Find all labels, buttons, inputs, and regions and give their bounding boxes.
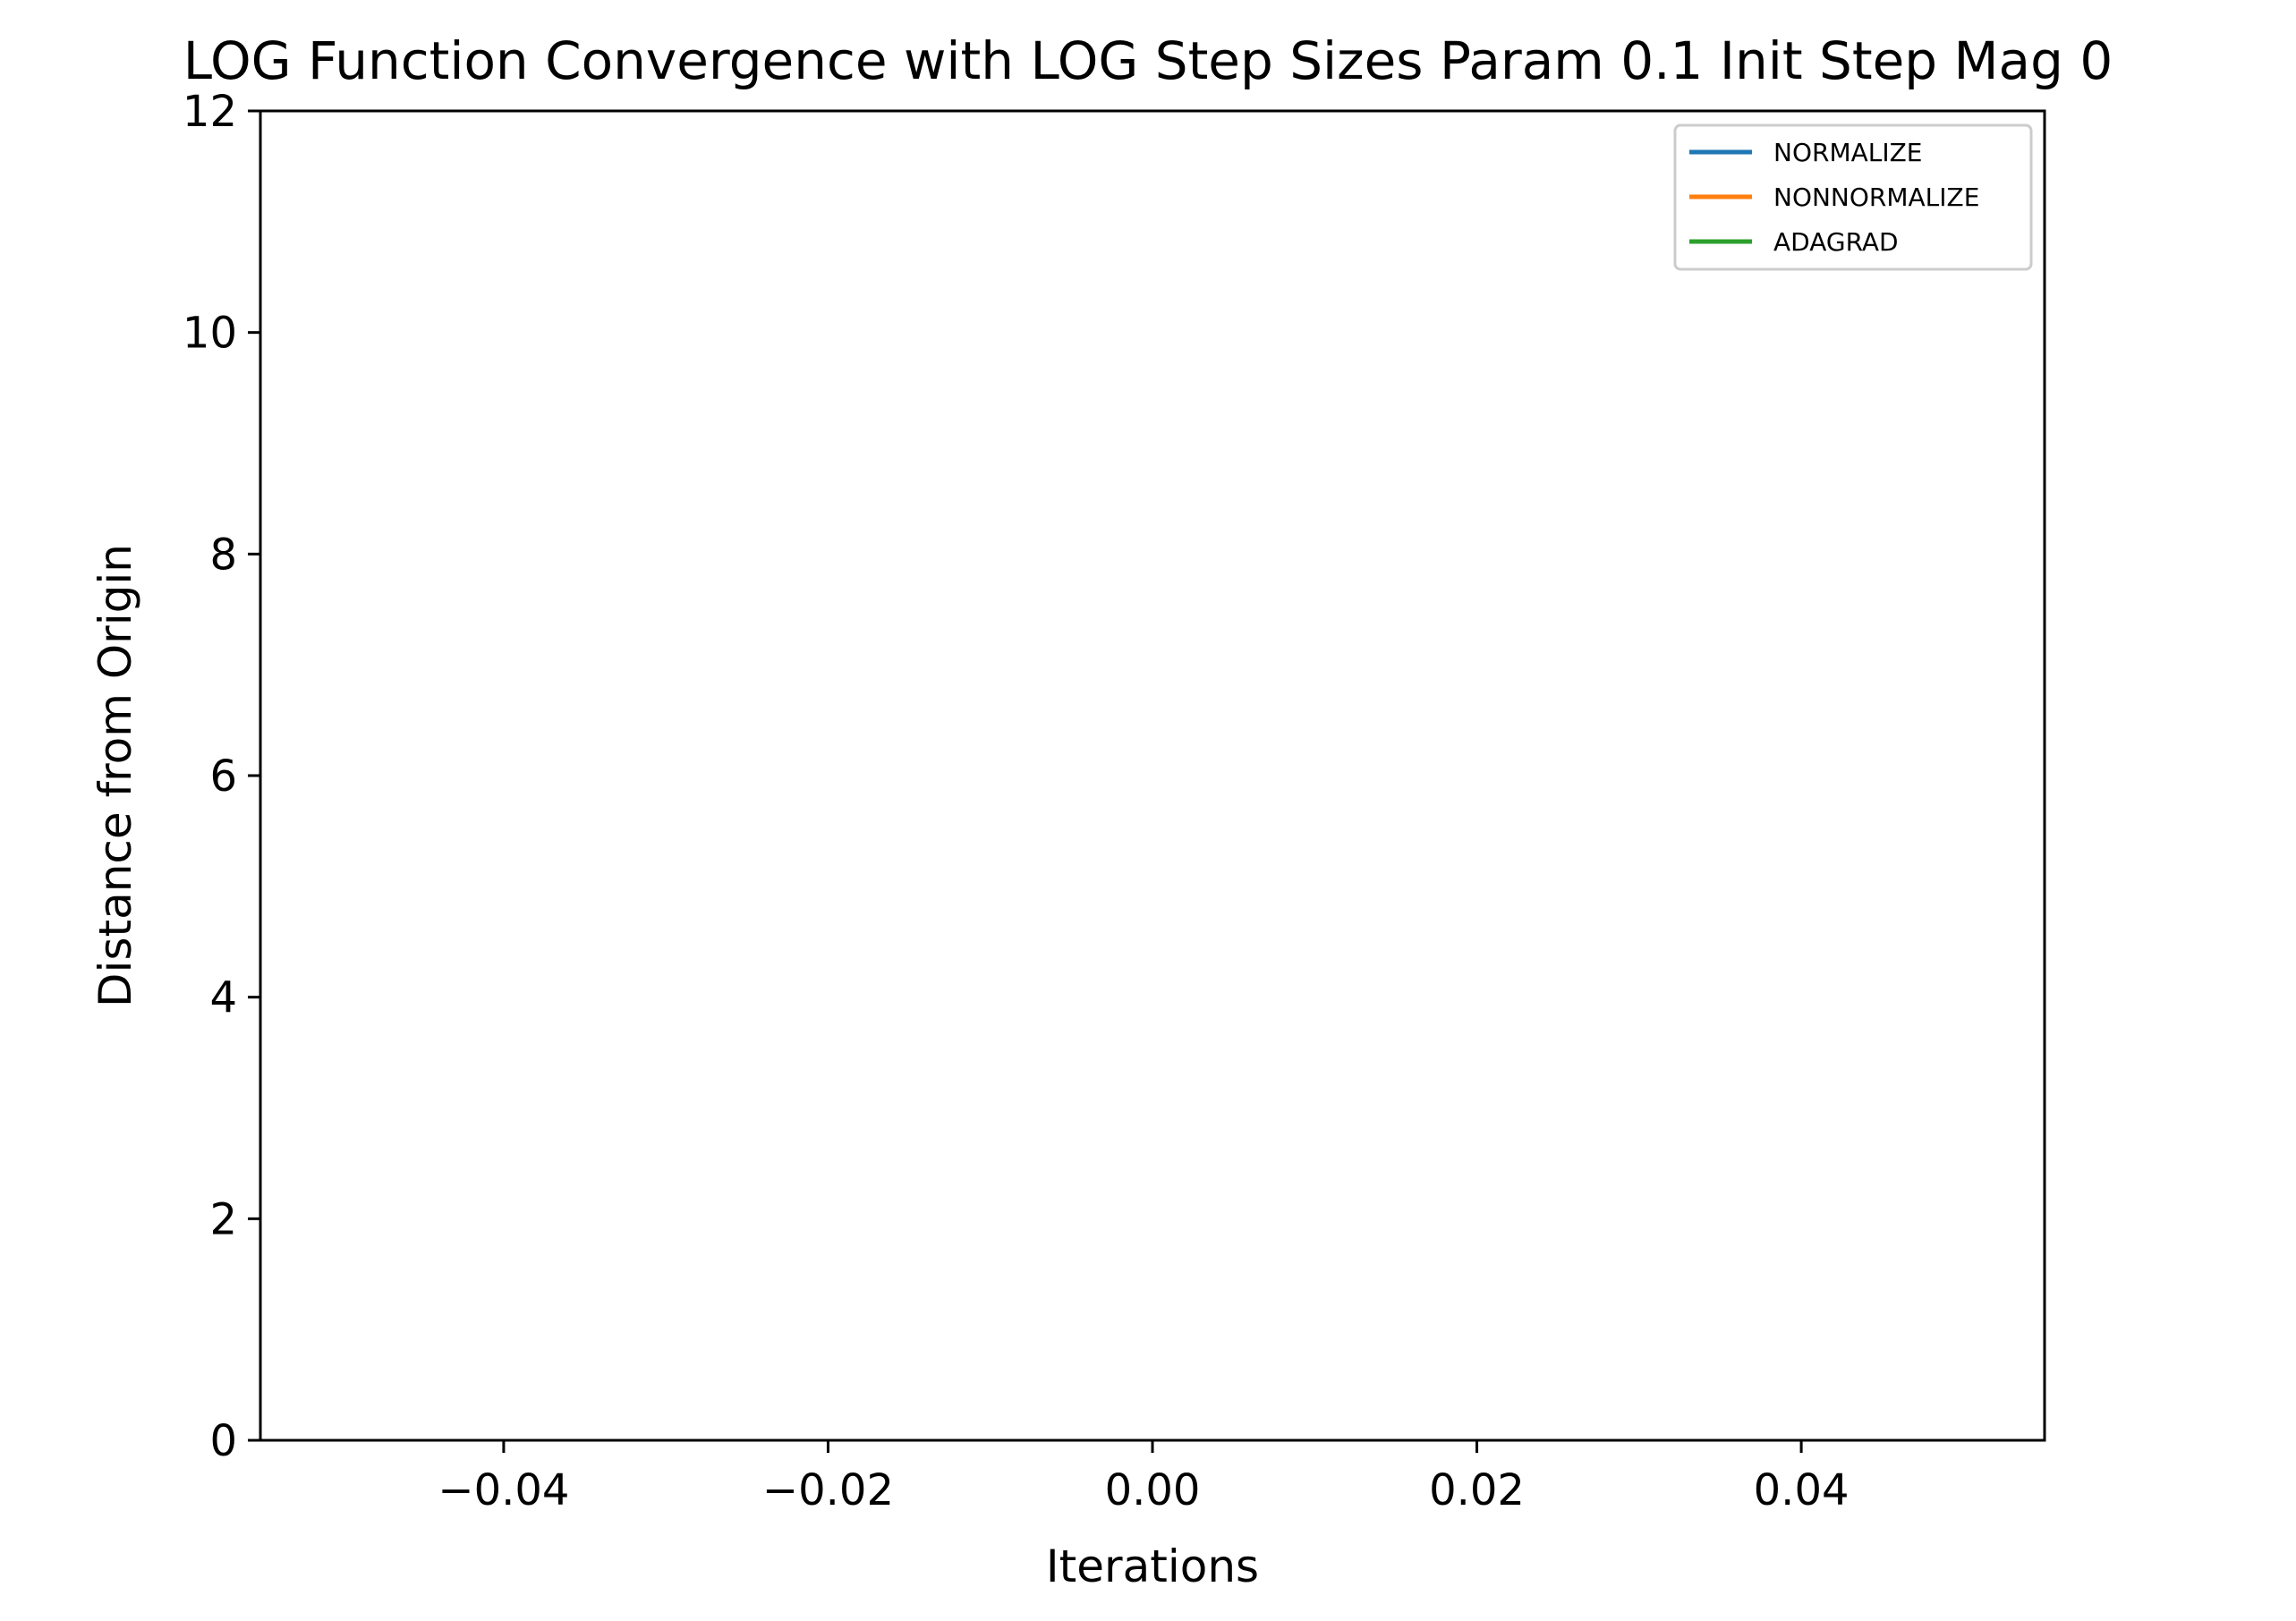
legend-label-normalize: NORMALIZE bbox=[1773, 138, 1922, 167]
chart-title: LOG Function Convergence with LOG Step S… bbox=[183, 30, 2113, 91]
y-tick-label: 10 bbox=[183, 309, 237, 359]
x-tick-label: −0.02 bbox=[762, 1465, 894, 1515]
y-axis-ticks: 0 2 4 6 8 10 12 bbox=[183, 87, 260, 1466]
legend-entries: NORMALIZE NONNORMALIZE ADAGRAD bbox=[1689, 138, 1979, 257]
legend-label-nonnormalize: NONNORMALIZE bbox=[1773, 182, 1979, 212]
y-tick-label: 8 bbox=[209, 530, 237, 580]
legend-box bbox=[1673, 123, 2033, 271]
x-axis-ticks: −0.04 −0.02 0.00 0.02 0.04 bbox=[438, 1440, 1850, 1515]
x-tick-label: 0.02 bbox=[1429, 1465, 1525, 1515]
y-tick-label: 6 bbox=[209, 751, 237, 802]
legend: NORMALIZE NONNORMALIZE ADAGRAD bbox=[1673, 123, 2033, 271]
plot-area bbox=[259, 109, 2046, 1442]
y-axis-label: Distance from Origin bbox=[89, 544, 141, 1007]
y-tick-label: 2 bbox=[209, 1194, 237, 1244]
x-tick-label: 0.00 bbox=[1105, 1465, 1201, 1515]
y-tick-label: 4 bbox=[209, 973, 237, 1023]
x-tick-label: 0.04 bbox=[1754, 1465, 1850, 1515]
y-tick-label: 0 bbox=[209, 1416, 237, 1466]
x-tick-label: −0.04 bbox=[438, 1465, 569, 1515]
y-tick-label: 12 bbox=[183, 87, 237, 137]
x-axis-label: Iterations bbox=[1046, 1540, 1259, 1592]
legend-label-adagrad: ADAGRAD bbox=[1773, 227, 1899, 257]
